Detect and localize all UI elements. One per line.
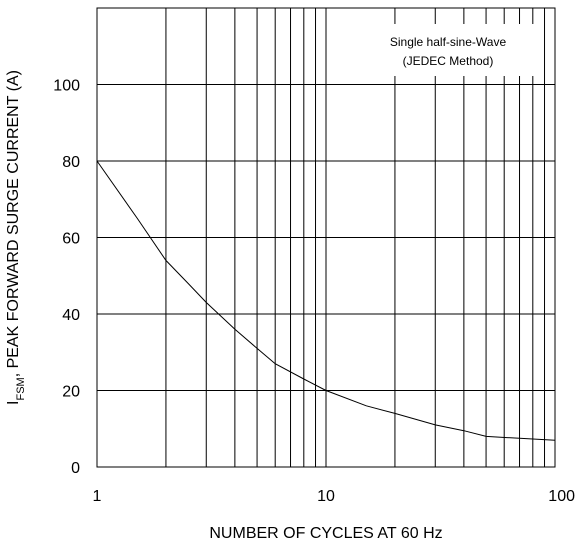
x-tick-label: 10 [317, 488, 335, 505]
y-axis-title-symbol: I [5, 401, 22, 405]
y-axis-title: IFSM, PEAK FORWARD SURGE CURRENT (A) [5, 70, 27, 405]
x-tick-label: 100 [548, 488, 575, 505]
annotation-line-2: (JEDEC Method) [403, 54, 494, 68]
y-axis-title-subscript: FSM [15, 377, 27, 400]
y-tick-label: 40 [62, 307, 80, 324]
y-tick-label: 100 [53, 78, 80, 95]
y-tick-label: 20 [62, 384, 80, 401]
y-axis-title-text: , PEAK FORWARD SURGE CURRENT (A) [5, 70, 22, 377]
y-tick-label: 0 [71, 460, 80, 477]
annotation-background [355, 24, 541, 76]
y-tick-label: 60 [62, 231, 80, 248]
grid [97, 8, 555, 467]
plot-frame [96, 7, 556, 468]
surge-current-curve [96, 160, 556, 441]
tick-labels: 0 20 40 60 80 100 1 10 100 [53, 78, 575, 506]
annotation-line-1: Single half-sine-Wave [390, 35, 507, 49]
annotation-box: Single half-sine-Wave (JEDEC Method) [355, 24, 541, 76]
x-tick-label: 1 [93, 488, 102, 505]
y-tick-label: 80 [62, 154, 80, 171]
x-axis-title: NUMBER OF CYCLES AT 60 Hz [209, 525, 442, 542]
